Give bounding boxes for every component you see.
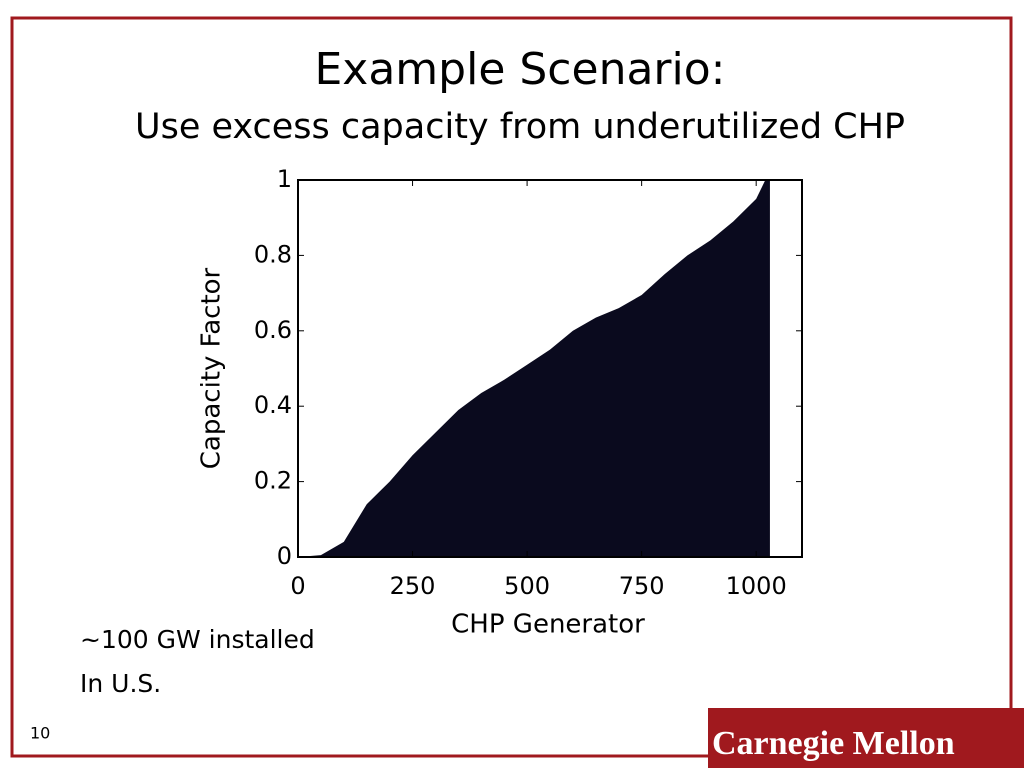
page-number: 10 [30, 724, 50, 743]
chart: 0 0.2 0.4 0.6 0.8 1 0 250 500 750 1000 CHP Generato… [197, 165, 803, 640]
x-tick-label: 1000 [726, 572, 787, 600]
slide-subtitle: Use excess capacity from underutilized C… [135, 107, 905, 147]
slide-frame [10, 16, 1013, 758]
y-axis-label: Capacity Factor [197, 267, 227, 469]
y-tick-label: 0.8 [254, 240, 292, 268]
x-tick-label: 500 [504, 572, 550, 600]
plot-frame [297, 179, 803, 558]
area [298, 180, 770, 557]
y-tick-label: 0.2 [254, 467, 292, 495]
x-tick-label: 750 [619, 572, 665, 600]
x-tick-label: 0 [290, 572, 305, 600]
y-tick-label: 0.6 [254, 316, 292, 344]
x-axis-label: CHP Generator [451, 610, 645, 640]
note-line: In U.S. [80, 669, 161, 698]
logo-box [708, 708, 1024, 768]
x-tick-label: 250 [390, 572, 436, 600]
y-tick-label: 0.4 [254, 391, 292, 419]
slide-title: Example Scenario: [315, 44, 726, 95]
note-line: ~100 GW installed [80, 625, 315, 654]
logo: Carnegie Mellon [712, 725, 955, 762]
y-tick-label: 0 [277, 542, 292, 570]
y-tick-label: 1 [277, 165, 292, 193]
